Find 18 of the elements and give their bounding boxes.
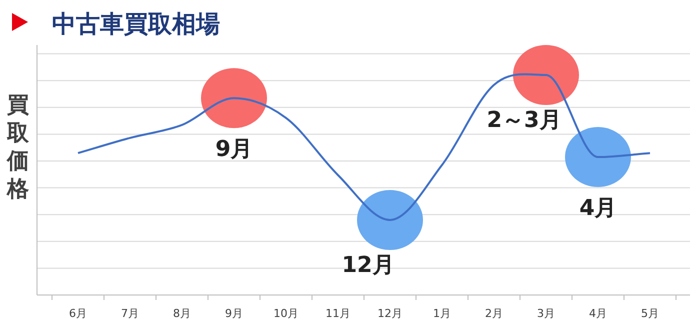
y-axis-title: 買取価格 [6,93,30,202]
x-tick-label: 6月 [69,307,87,320]
x-tick-label: 5月 [641,307,659,320]
x-tick-label: 12月 [378,307,402,320]
x-tick-label: 10月 [274,307,298,320]
x-tick-label: 2月 [485,307,503,320]
annotation: 2～3月 [486,108,562,133]
annotation: 12月 [342,252,394,278]
annotation: 9月 [215,137,253,162]
x-tick-label: 1月 [433,307,451,320]
x-tick-label: 3月 [537,307,555,320]
chart-title: 中古車買取相場 [52,10,220,38]
x-tick-label: 8月 [173,307,191,320]
x-tick-label: 9月 [225,307,243,320]
annotation: 4月 [579,196,617,222]
x-tick-label: 11月 [326,307,350,320]
x-tick-label: 7月 [121,307,139,320]
x-tick-label: 4月 [589,307,607,320]
